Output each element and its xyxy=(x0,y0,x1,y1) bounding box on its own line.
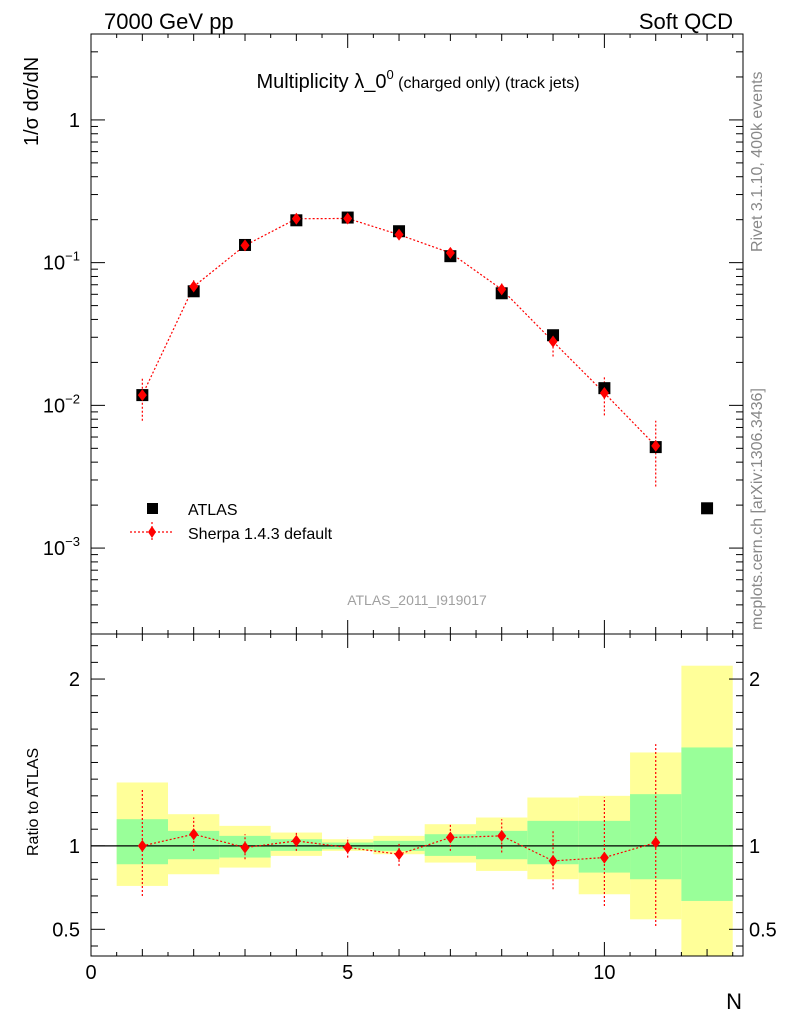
main-y-tick-label: 1 xyxy=(69,110,80,132)
legend-atlas-label: ATLAS xyxy=(188,502,238,519)
legend-mc-label: Sherpa 1.4.3 default xyxy=(188,526,333,543)
ratio-mc-point xyxy=(343,841,353,854)
mc-point xyxy=(240,239,250,252)
ratio-mc-point xyxy=(137,839,147,852)
mc-points xyxy=(137,212,661,452)
mc-point xyxy=(343,212,353,225)
main-y-tick-label: 10−3 xyxy=(43,534,80,560)
ratio-y-tick-label-right: 0.5 xyxy=(749,919,777,941)
main-panel: 10−3 10−2 10−1 1 Multiplicity λ_00 (charged… xyxy=(21,33,744,635)
side-label-rivet: Rivet 3.1.10, 400k events xyxy=(749,71,766,252)
header-category-label: Soft QCD xyxy=(639,9,733,34)
side-label-mcplots: mcplots.cern.ch [arXiv:1306.3436] xyxy=(749,388,766,630)
mc-curve-line xyxy=(141,217,657,447)
ratio-mc-point xyxy=(240,841,250,854)
mc-point xyxy=(548,335,558,348)
x-tick-label: 5 xyxy=(342,962,353,984)
ratio-uncertainty-bands xyxy=(116,665,733,956)
ratio-y-tick-label: 0.5 xyxy=(52,919,80,941)
ratio-mc-point xyxy=(189,828,199,841)
mc-point xyxy=(497,283,507,296)
main-ylabel: 1/σ dσ/dN xyxy=(21,57,43,146)
analysis-watermark: ATLAS_2011_I919017 xyxy=(347,592,487,608)
x-tick-label: 0 xyxy=(85,962,96,984)
header-energy-label: 7000 GeV pp xyxy=(104,9,234,34)
mc-point xyxy=(599,387,609,400)
ratio-mc-point xyxy=(651,836,661,849)
main-title: Multiplicity λ_00 (charged only) (track … xyxy=(256,67,579,93)
main-tick-labels: 10−3 10−2 10−1 1 xyxy=(43,110,80,560)
ratio-y-tick-label-right: 2 xyxy=(749,669,760,691)
x-axis-label: N xyxy=(726,989,742,1014)
data-points xyxy=(136,211,714,515)
ratio-panel: 0.5 0.5 1 1 2 2 0 5 10 Ratio to ATLAS N xyxy=(25,633,777,1014)
main-frame xyxy=(90,33,744,635)
mc-point xyxy=(651,439,661,452)
ratio-frame xyxy=(90,633,744,957)
atlas-data-point xyxy=(701,502,714,515)
mc-point xyxy=(445,246,455,259)
ratio-mc-point xyxy=(394,848,404,861)
mc-point xyxy=(291,212,301,225)
ratio-mc-point xyxy=(445,831,455,844)
x-tick-label: 10 xyxy=(593,962,615,984)
ratio-band-inner xyxy=(681,747,733,901)
legend: ATLAS Sherpa 1.4.3 default xyxy=(130,502,333,543)
legend-mc-marker xyxy=(148,526,156,538)
main-axis-ticks xyxy=(90,33,743,634)
ratio-y-tick-label-right: 1 xyxy=(749,836,760,858)
mc-error-bars xyxy=(141,215,657,487)
atlas-data-point xyxy=(547,329,560,342)
ratio-mc-point xyxy=(548,854,558,867)
ratio-y-tick-label: 2 xyxy=(69,669,80,691)
ratio-mc-points xyxy=(137,828,661,867)
mc-point xyxy=(394,228,404,241)
ratio-mc-point xyxy=(291,834,301,847)
mc-point xyxy=(189,280,199,293)
ratio-axis-ticks xyxy=(90,634,743,956)
main-y-tick-label: 10−1 xyxy=(43,249,80,275)
ratio-tick-labels: 0.5 0.5 1 1 2 2 0 5 10 xyxy=(52,669,777,984)
legend-atlas-marker xyxy=(147,503,158,514)
mc-point xyxy=(137,389,147,402)
ratio-y-tick-label: 1 xyxy=(69,836,80,858)
main-y-tick-label: 10−2 xyxy=(43,391,80,417)
ratio-mc-point xyxy=(497,829,507,842)
ratio-ylabel: Ratio to ATLAS xyxy=(25,748,42,856)
mc-curve xyxy=(141,217,657,447)
ratio-mc-point xyxy=(599,851,609,864)
